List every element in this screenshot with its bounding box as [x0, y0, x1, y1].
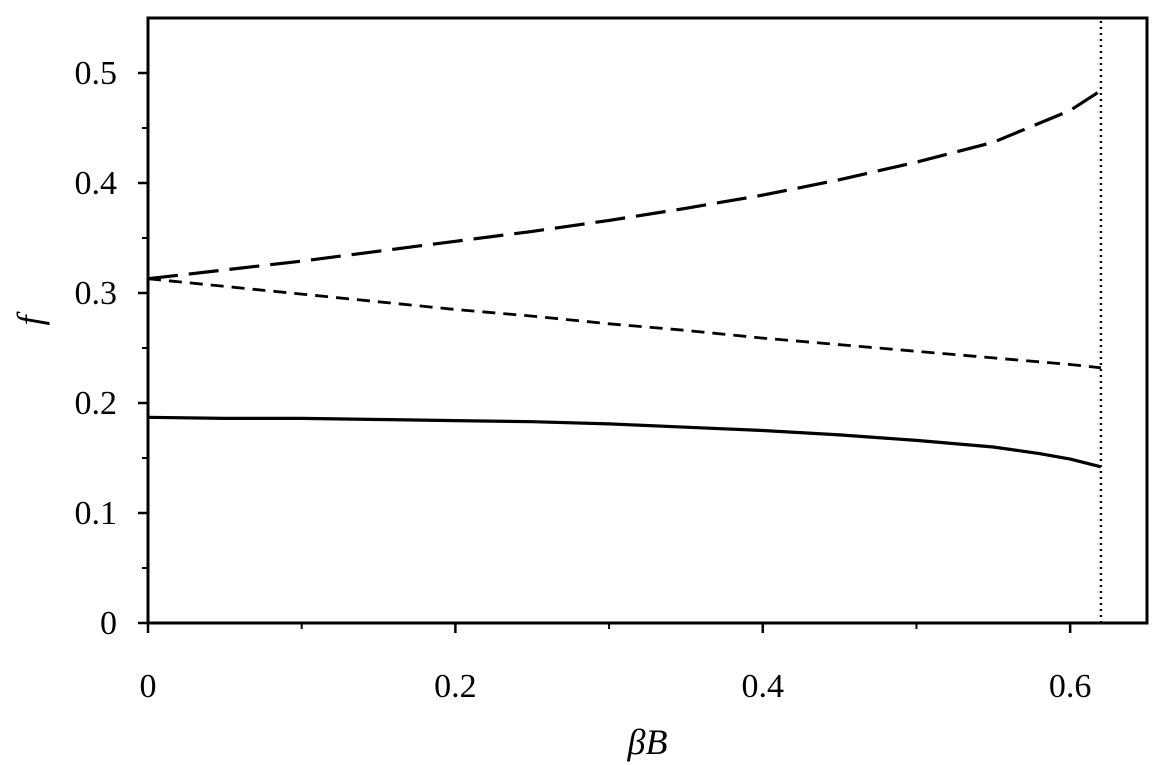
tick-labels: 0 0.2 0.4 0.6 0 0.1 0.2 0.3 0.4 0.5	[75, 55, 1092, 705]
series-line-long-dash	[147, 89, 1102, 281]
y-tick-label: 0.3	[75, 275, 118, 312]
x-tick-label: 0	[140, 668, 157, 705]
series-line-short-dash	[147, 277, 1102, 370]
y-tick-label: 0.1	[75, 495, 118, 532]
x-tick-label: 0.6	[1049, 668, 1092, 705]
axis-ticks	[138, 71, 1072, 633]
x-axis-title: βB	[627, 722, 668, 762]
plot-content	[147, 18, 1103, 623]
y-tick-label: 0.4	[75, 165, 118, 202]
series-line-solid	[147, 415, 1102, 469]
y-tick-label: 0	[100, 605, 117, 642]
plot-frame	[146, 16, 1149, 625]
x-tick-label: 0.2	[434, 668, 477, 705]
y-axis-title: f	[10, 311, 50, 326]
y-tick-label: 0.2	[75, 385, 118, 422]
y-tick-label: 0.5	[75, 55, 118, 92]
x-tick-label: 0.4	[742, 668, 785, 705]
